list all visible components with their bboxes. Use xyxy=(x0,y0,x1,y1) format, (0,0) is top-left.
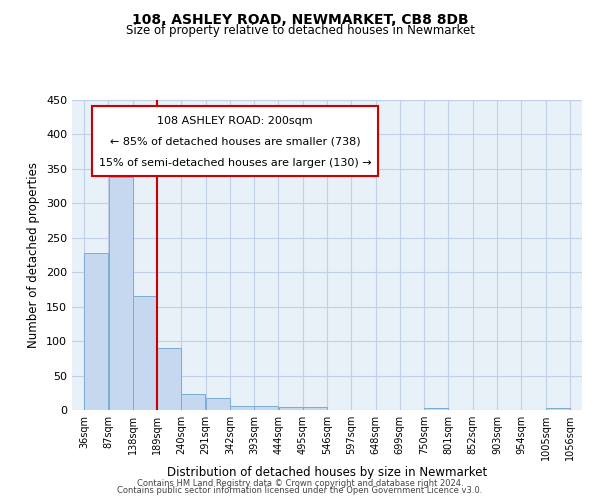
Text: Size of property relative to detached houses in Newmarket: Size of property relative to detached ho… xyxy=(125,24,475,37)
Text: 108 ASHLEY ROAD: 200sqm: 108 ASHLEY ROAD: 200sqm xyxy=(157,116,313,126)
Text: 15% of semi-detached houses are larger (130) →: 15% of semi-detached houses are larger (… xyxy=(99,158,371,168)
Text: Contains HM Land Registry data © Crown copyright and database right 2024.: Contains HM Land Registry data © Crown c… xyxy=(137,478,463,488)
Text: Contains public sector information licensed under the Open Government Licence v3: Contains public sector information licen… xyxy=(118,486,482,495)
Bar xyxy=(303,407,327,410)
Bar xyxy=(109,177,133,410)
Bar xyxy=(157,348,181,410)
Bar xyxy=(424,408,448,410)
Bar xyxy=(254,406,278,410)
Bar xyxy=(133,296,157,410)
FancyBboxPatch shape xyxy=(92,106,378,176)
Bar xyxy=(84,253,109,410)
Bar xyxy=(206,398,230,410)
Text: ← 85% of detached houses are smaller (738): ← 85% of detached houses are smaller (73… xyxy=(110,136,361,146)
X-axis label: Distribution of detached houses by size in Newmarket: Distribution of detached houses by size … xyxy=(167,466,487,479)
Bar xyxy=(230,406,254,410)
Bar xyxy=(278,407,302,410)
Bar xyxy=(545,408,570,410)
Text: 108, ASHLEY ROAD, NEWMARKET, CB8 8DB: 108, ASHLEY ROAD, NEWMARKET, CB8 8DB xyxy=(131,12,469,26)
Y-axis label: Number of detached properties: Number of detached properties xyxy=(28,162,40,348)
Bar xyxy=(181,394,205,410)
